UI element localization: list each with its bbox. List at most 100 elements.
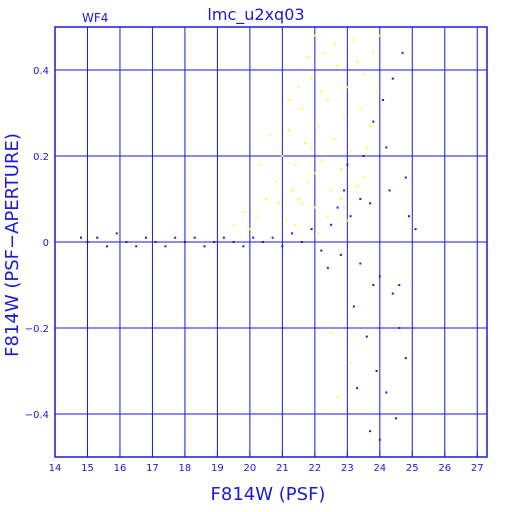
blue-point xyxy=(115,232,118,235)
blue-point xyxy=(404,176,407,179)
yellow-point xyxy=(320,90,323,93)
yellow-point xyxy=(304,142,307,145)
y-tick-label: 0.4 xyxy=(33,66,49,77)
yellow-point xyxy=(268,133,271,136)
x-axis-label: F814W (PSF) xyxy=(211,484,326,505)
blue-point xyxy=(174,236,177,239)
yellow-point xyxy=(281,155,284,157)
blue-point xyxy=(164,245,167,248)
blue-point xyxy=(339,253,342,256)
blue-point xyxy=(343,189,346,192)
blue-point xyxy=(408,215,411,218)
blue-point xyxy=(388,189,391,192)
yellow-point xyxy=(346,219,349,222)
y-tick-label: −0.2 xyxy=(25,324,49,335)
blue-point xyxy=(375,370,378,372)
blue-point xyxy=(281,245,284,248)
yellow-point xyxy=(294,223,297,226)
yellow-point xyxy=(372,51,375,54)
x-tick-label: 20 xyxy=(244,463,257,474)
yellow-point xyxy=(326,215,329,218)
yellow-point xyxy=(313,206,316,209)
yellow-point xyxy=(258,163,261,166)
yellow-point xyxy=(242,210,245,213)
yellow-point xyxy=(369,124,372,127)
yellow-point xyxy=(297,198,300,200)
x-tick-label: 23 xyxy=(341,463,354,474)
x-tick-label: 17 xyxy=(146,463,159,474)
yellow-point xyxy=(300,202,303,205)
yellow-point xyxy=(339,167,342,170)
yellow-point xyxy=(330,331,333,334)
blue-point xyxy=(310,228,313,231)
blue-point xyxy=(378,438,381,441)
x-tick-label: 18 xyxy=(179,463,192,474)
yellow-point xyxy=(294,163,297,166)
yellow-point xyxy=(323,51,326,54)
yellow-point xyxy=(365,146,368,149)
blue-point xyxy=(330,223,333,226)
blue-point xyxy=(105,245,108,248)
blue-point xyxy=(404,357,407,360)
yellow-point xyxy=(307,56,310,59)
yellow-point xyxy=(346,86,349,89)
x-tick-label: 26 xyxy=(438,463,451,474)
yellow-point xyxy=(375,90,378,93)
blue-point xyxy=(242,245,245,248)
blue-point xyxy=(385,146,388,149)
yellow-point xyxy=(287,129,290,132)
yellow-point xyxy=(274,180,277,183)
blue-point xyxy=(203,245,206,248)
blue-point xyxy=(369,430,372,433)
blue-point xyxy=(232,241,235,243)
blue-point xyxy=(391,292,394,295)
yellow-point xyxy=(278,202,281,205)
yellow-point xyxy=(313,172,316,175)
blue-point xyxy=(395,417,398,420)
yellow-point xyxy=(336,395,339,398)
yellow-point xyxy=(317,232,320,235)
yellow-point xyxy=(248,228,251,231)
x-tick-label: 19 xyxy=(211,463,224,474)
yellow-point xyxy=(255,215,258,218)
x-tick-label: 16 xyxy=(114,463,127,474)
blue-point xyxy=(349,215,352,218)
x-tick-label: 15 xyxy=(81,463,94,474)
blue-point xyxy=(362,155,365,157)
blue-point xyxy=(398,327,401,329)
yellow-point xyxy=(333,43,336,46)
blue-point xyxy=(193,236,196,239)
blue-point xyxy=(261,241,264,243)
yellow-point xyxy=(356,60,359,63)
blue-point xyxy=(336,206,339,209)
yellow-point xyxy=(362,176,365,179)
blue-point xyxy=(372,120,375,123)
yellow-point xyxy=(349,150,352,153)
yellow-point xyxy=(333,137,336,140)
x-tick-label: 24 xyxy=(373,463,386,474)
yellow-point xyxy=(378,34,381,37)
blue-point xyxy=(86,241,89,243)
x-tick-label: 27 xyxy=(471,463,484,474)
blue-point xyxy=(359,262,362,265)
blue-point xyxy=(356,387,359,390)
yellow-point xyxy=(359,107,362,110)
blue-point xyxy=(369,202,372,205)
x-tick-label: 21 xyxy=(276,463,289,474)
blue-point xyxy=(271,236,274,239)
chart-title: lmc_u2xq03 xyxy=(207,5,304,25)
yellow-point xyxy=(317,124,320,127)
blue-point xyxy=(125,241,128,243)
blue-point xyxy=(252,236,255,239)
yellow-point xyxy=(326,99,329,102)
blue-point xyxy=(135,245,138,248)
blue-point xyxy=(378,275,381,278)
blue-point xyxy=(359,198,362,200)
yellow-point xyxy=(349,361,352,364)
blue-point xyxy=(222,236,225,239)
blue-point xyxy=(300,241,303,243)
yellow-point xyxy=(343,206,346,209)
blue-point xyxy=(382,99,385,102)
yellow-point xyxy=(352,38,355,41)
